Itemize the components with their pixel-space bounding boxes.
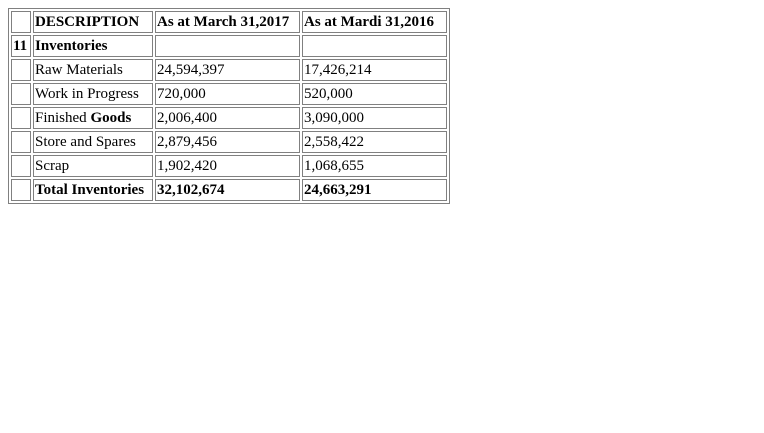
header-col-2017: As at March 31,2017 (155, 11, 300, 33)
section-title: Inventories (33, 35, 153, 57)
table-row: Work in Progress 720,000 520,000 (11, 83, 447, 105)
table-row: Raw Materials 24,594,397 17,426,214 (11, 59, 447, 81)
row-value-2017: 720,000 (155, 83, 300, 105)
total-label: Total Inventories (33, 179, 153, 201)
inventories-table: DESCRIPTION As at March 31,2017 As at Ma… (8, 8, 450, 204)
table-row: Finished Goods 2,006,400 3,090,000 (11, 107, 447, 129)
row-label: Finished Goods (33, 107, 153, 129)
row-label-prefix: Finished (35, 110, 91, 126)
row-value-2017: 1,902,420 (155, 155, 300, 177)
row-value-2016: 520,000 (302, 83, 447, 105)
header-description: DESCRIPTION (33, 11, 153, 33)
row-value-2016: 1,068,655 (302, 155, 447, 177)
row-label-bold: Goods (90, 110, 132, 126)
row-value-2017: 24,594,397 (155, 59, 300, 81)
header-row: DESCRIPTION As at March 31,2017 As at Ma… (11, 11, 447, 33)
row-label: Raw Materials (33, 59, 153, 81)
row-num-cell (11, 59, 31, 81)
header-col-2016: As at Mardi 31,2016 (302, 11, 447, 33)
row-num-cell (11, 179, 31, 201)
section-value-2016 (302, 35, 447, 57)
row-value-2016: 3,090,000 (302, 107, 447, 129)
table-row: Scrap 1,902,420 1,068,655 (11, 155, 447, 177)
section-value-2017 (155, 35, 300, 57)
row-value-2017: 2,006,400 (155, 107, 300, 129)
row-num-cell (11, 107, 31, 129)
row-label: Store and Spares (33, 131, 153, 153)
row-num-cell (11, 155, 31, 177)
total-value-2016: 24,663,291 (302, 179, 447, 201)
row-num-cell (11, 83, 31, 105)
row-label: Work in Progress (33, 83, 153, 105)
row-value-2017: 2,879,456 (155, 131, 300, 153)
row-value-2016: 2,558,422 (302, 131, 447, 153)
header-num-cell (11, 11, 31, 33)
row-value-2016: 17,426,214 (302, 59, 447, 81)
row-num-cell (11, 131, 31, 153)
total-row: Total Inventories 32,102,674 24,663,291 (11, 179, 447, 201)
total-value-2017: 32,102,674 (155, 179, 300, 201)
table-row: Store and Spares 2,879,456 2,558,422 (11, 131, 447, 153)
section-row: 11 Inventories (11, 35, 447, 57)
row-label: Scrap (33, 155, 153, 177)
section-number: 11 (11, 35, 31, 57)
